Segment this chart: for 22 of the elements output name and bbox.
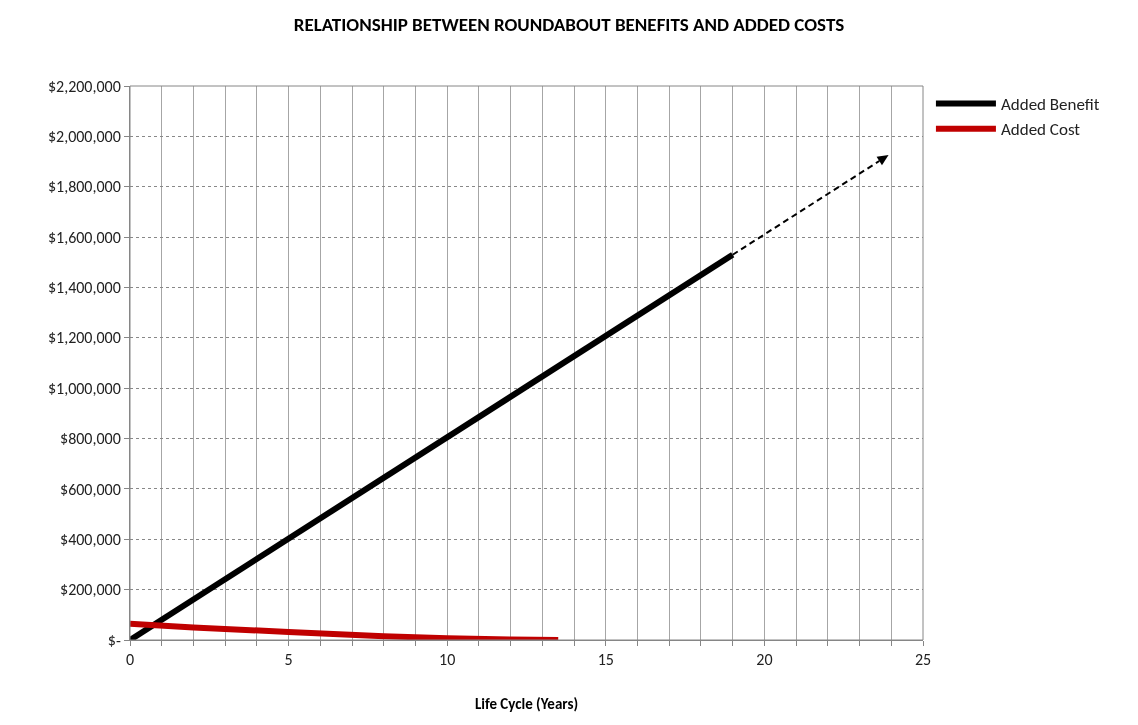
y-tick-label: $1,800,000 — [47, 177, 121, 197]
x-tick-label: 15 — [597, 650, 614, 670]
x-axis-title: Life Cycle (Years) — [474, 695, 579, 714]
chart-title: RELATIONSHIP BETWEEN ROUNDABOUT BENEFITS AND ADDED COSTS — [293, 13, 845, 37]
y-tick-label: $200,000 — [60, 580, 121, 600]
x-tick-label: 5 — [284, 650, 293, 670]
x-tick-label: 10 — [439, 650, 456, 670]
y-tick-label: $1,400,000 — [47, 278, 121, 298]
y-tick-label: $1,600,000 — [47, 227, 121, 247]
y-tick-label: $800,000 — [60, 429, 121, 449]
y-tick-label: $400,000 — [60, 529, 121, 549]
y-tick-label: $1,200,000 — [47, 328, 121, 348]
x-tick-label: 0 — [125, 650, 135, 670]
legend-label: Added Cost — [1000, 119, 1081, 141]
y-tick-label: $600,000 — [60, 479, 121, 499]
x-tick-label: 20 — [756, 650, 773, 670]
y-tick-label: $1,000,000 — [47, 378, 121, 398]
x-tick-label: 25 — [914, 650, 932, 670]
y-tick-label: $2,000,000 — [47, 126, 121, 146]
y-tick-label: $2,200,000 — [47, 76, 121, 96]
y-tick-label: $- — [107, 630, 121, 650]
legend-label: Added Benefit — [1000, 94, 1100, 116]
